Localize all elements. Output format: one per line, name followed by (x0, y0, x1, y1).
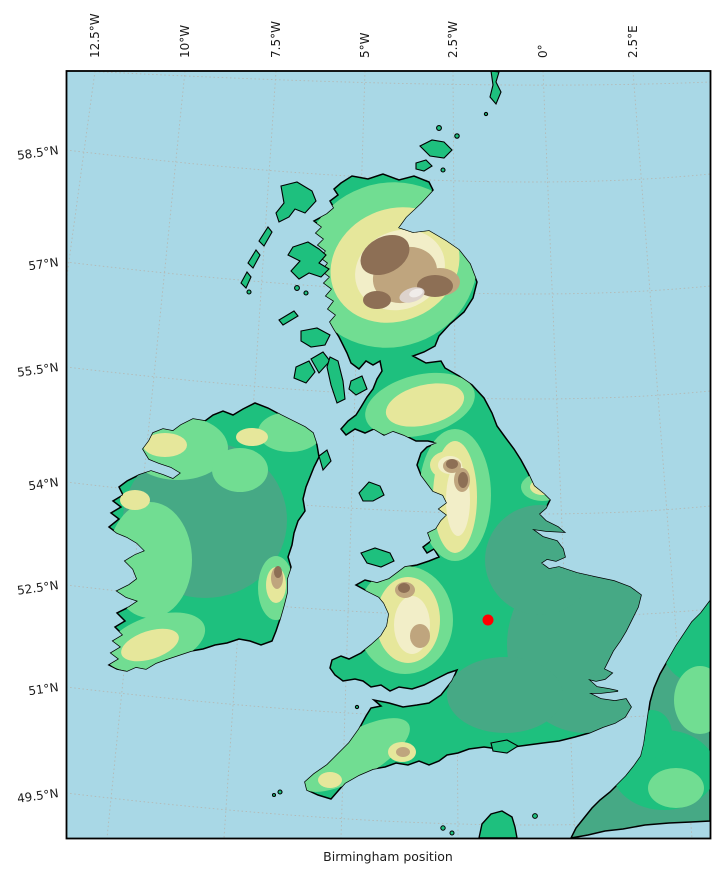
lundy-island (354, 704, 360, 710)
x-tick-label: 2.5°E (626, 25, 640, 58)
plot-title: Birmingham position (323, 849, 453, 864)
islay-island (293, 360, 316, 384)
x-tick-label: 2.5°W (446, 21, 460, 58)
small-islands (240, 71, 520, 798)
anglesey-island (360, 547, 395, 568)
x-tick-label: 12.5°W (88, 13, 102, 58)
shetland-island (489, 71, 502, 106)
isle-of-man (358, 481, 385, 502)
y-tick-label: 54°N (28, 475, 60, 493)
y-tick-label: 58.5°N (16, 143, 59, 163)
isle-of-wight (490, 739, 520, 754)
cotentin-peninsula (440, 810, 538, 839)
orkney-mainland (419, 139, 453, 159)
y-tick-label: 52.5°N (16, 578, 59, 598)
plot-border (65, 70, 712, 840)
y-tick-label: 49.5°N (16, 786, 59, 806)
x-tick-label: 10°W (178, 25, 192, 58)
y-tick-label: 55.5°N (16, 360, 59, 380)
x-tick-label: 7.5°W (269, 21, 283, 58)
birmingham-marker (482, 614, 494, 626)
y-tick-label: 51°N (28, 680, 60, 698)
kintyre-peninsula (326, 356, 346, 404)
lewis-harris-island (275, 181, 317, 223)
x-tick-label: 0° (536, 44, 550, 58)
x-tick-label: 5°W (358, 32, 372, 58)
skye-island (287, 241, 330, 280)
y-tick-label: 57°N (28, 255, 60, 273)
mull-island (300, 327, 331, 348)
fair-isle (483, 111, 489, 117)
axis-labels: 12.5°W 10°W 7.5°W 5°W 2.5°W 0° 2.5°E 58.5°N 57°N… (16, 13, 640, 805)
arran-island (348, 375, 368, 396)
ireland-landmass (107, 402, 320, 672)
